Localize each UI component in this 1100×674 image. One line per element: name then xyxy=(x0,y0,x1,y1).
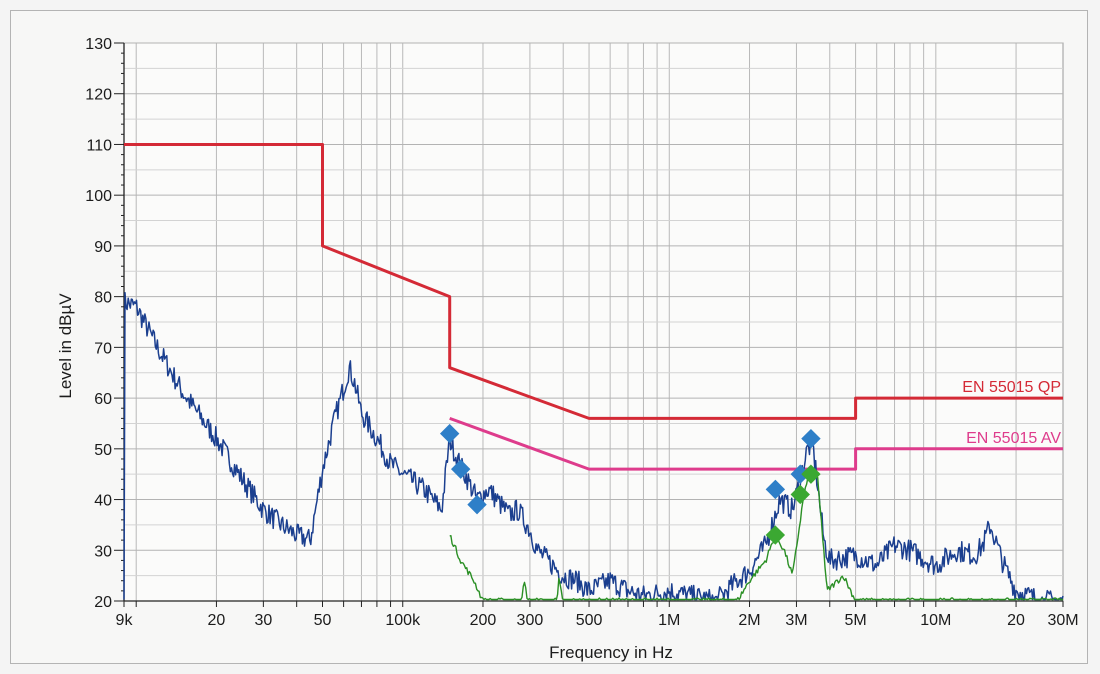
x-tick-label: 300 xyxy=(517,612,544,629)
x-tick-label: 20 xyxy=(208,612,226,629)
en-55015-av-line xyxy=(449,416,1063,471)
green-diamond-marker xyxy=(801,464,821,484)
x-tick-label: 200 xyxy=(470,612,497,629)
en-55015-av-label: EN 55015 AV xyxy=(966,430,1061,447)
x-tick-label: 500 xyxy=(576,612,603,629)
y-tick-label: 110 xyxy=(86,137,112,154)
y-tick-label: 60 xyxy=(94,391,112,408)
y-tick-label: 100 xyxy=(85,188,112,205)
green-diamond-marker xyxy=(790,484,810,505)
series xyxy=(123,143,1064,601)
markers xyxy=(439,423,821,545)
blue-diamond-marker xyxy=(439,423,460,444)
blue-trace xyxy=(123,292,1064,601)
x-tick-label: 30M xyxy=(1047,612,1078,629)
x-tick-label: 30 xyxy=(254,612,272,629)
green-diamond-marker xyxy=(765,525,786,545)
y-tick-label: 90 xyxy=(94,239,112,256)
y-tick-label: 40 xyxy=(94,493,112,510)
y-tick-label: 130 xyxy=(85,36,112,53)
en-55015-qp-label: EN 55015 QP xyxy=(962,379,1061,396)
grid xyxy=(123,42,1064,602)
x-tick-label: 9k xyxy=(116,612,134,629)
x-tick-label: 2M xyxy=(738,612,760,629)
y-tick-label: 120 xyxy=(85,87,112,104)
x-tick-label: 5M xyxy=(844,612,866,629)
x-tick-label: 50 xyxy=(314,612,332,629)
y-tick-label: 50 xyxy=(94,442,112,459)
x-tick-label: 1M xyxy=(658,612,680,629)
x-axis-label: Frequency in Hz xyxy=(549,643,673,662)
blue-diamond-marker xyxy=(801,428,821,449)
y-tick-label: 80 xyxy=(94,290,112,307)
blue-diamond-marker xyxy=(765,479,786,500)
x-tick-label: 100k xyxy=(385,612,421,629)
green-trace xyxy=(449,468,1063,601)
x-tick-label: 20 xyxy=(1007,612,1025,629)
blue-diamond-marker xyxy=(467,494,487,515)
chart-frame: 20 30 40 50 60 70 80 90 100 110 120 130 9k 20 30 50 100k… xyxy=(10,10,1088,664)
x-tick-label: 3M xyxy=(785,612,807,629)
y-tick-label: 20 xyxy=(94,594,112,611)
x-tick-label: 10M xyxy=(920,612,951,629)
y-tick-label: 30 xyxy=(94,543,112,560)
y-axis-label: Level in dBµV xyxy=(56,293,75,399)
en-55015-qp-line xyxy=(124,143,1063,420)
y-tick-label: 70 xyxy=(94,340,112,357)
blue-diamond-marker xyxy=(451,459,471,479)
